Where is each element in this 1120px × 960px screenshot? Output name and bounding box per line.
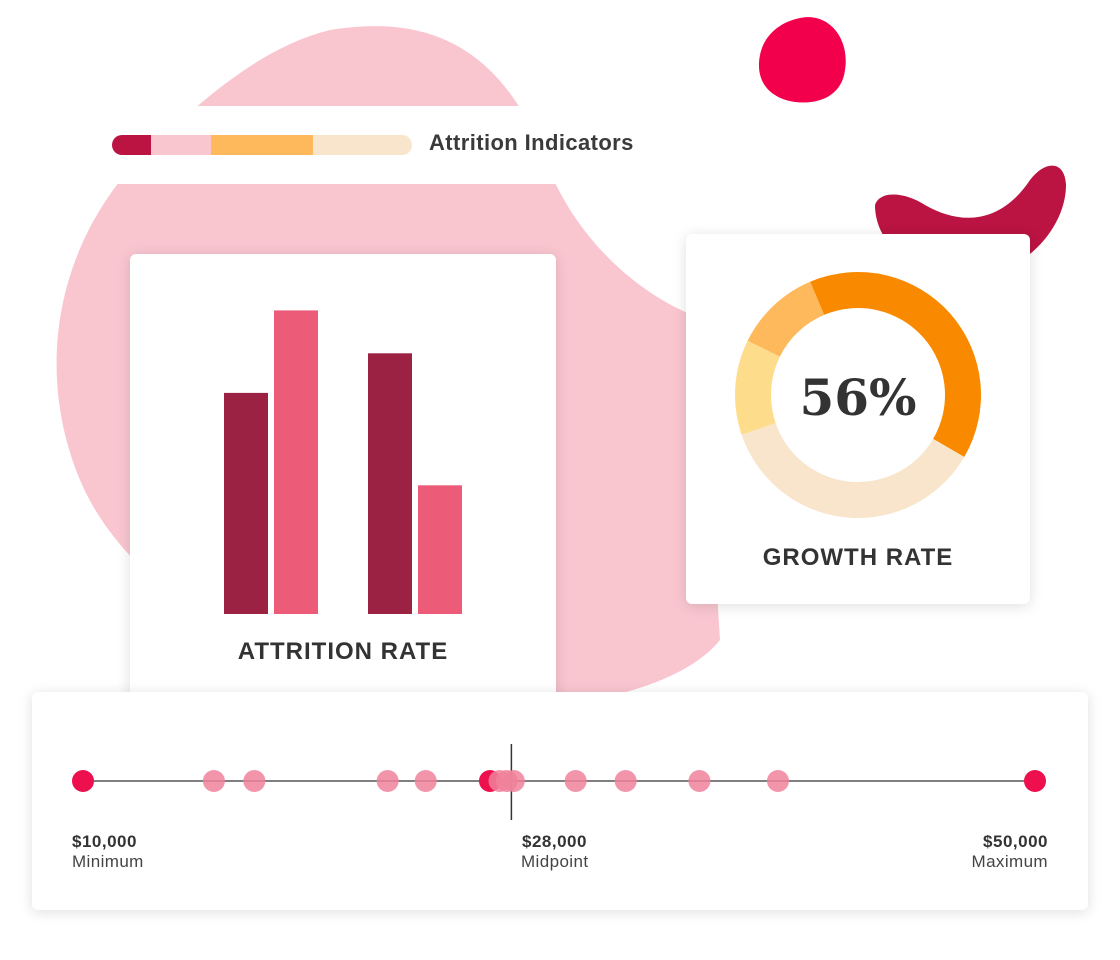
range-max-label: Maximum bbox=[971, 852, 1048, 871]
range-endpoint-dot bbox=[72, 770, 94, 792]
legend-card: Attrition Indicators bbox=[86, 106, 680, 184]
donut-slice bbox=[810, 272, 981, 457]
salary-dot bbox=[688, 770, 711, 792]
salary-dot bbox=[564, 770, 587, 792]
donut-slice bbox=[741, 423, 965, 518]
legend-segment bbox=[313, 135, 412, 155]
legend-segment bbox=[211, 135, 313, 155]
red-blob-decoration bbox=[758, 17, 846, 103]
salary-dot bbox=[202, 770, 225, 792]
range-max-value: $50,000 bbox=[983, 832, 1048, 851]
legend-segment bbox=[151, 135, 211, 155]
salary-dot bbox=[766, 770, 789, 792]
legend-color-bar bbox=[112, 135, 412, 155]
legend-segment bbox=[112, 135, 151, 155]
attrition-rate-label: ATTRITION RATE bbox=[237, 638, 449, 665]
range-mid-value: $28,000 bbox=[522, 832, 587, 851]
attrition-bar bbox=[418, 485, 462, 614]
range-min-value: $10,000 bbox=[72, 832, 137, 851]
attrition-bar-chart bbox=[224, 310, 462, 614]
attrition-bar bbox=[224, 392, 268, 614]
donut-slice bbox=[735, 340, 780, 435]
attrition-bar bbox=[274, 310, 318, 614]
salary-range-card: $10,000 Minimum $28,000 Midpoint $50,000… bbox=[32, 692, 1088, 910]
salary-dot bbox=[376, 770, 399, 792]
legend-title: Attrition Indicators bbox=[429, 130, 634, 155]
range-endpoint-dot bbox=[1024, 770, 1046, 792]
salary-dot bbox=[614, 770, 637, 792]
salary-dot bbox=[502, 770, 525, 792]
salary-dot bbox=[243, 770, 266, 792]
salary-range-plot bbox=[72, 744, 1046, 820]
attrition-bar bbox=[368, 353, 412, 614]
attrition-rate-card: ATTRITION RATE bbox=[130, 254, 556, 718]
growth-donut-chart bbox=[735, 272, 981, 518]
salary-dot bbox=[414, 770, 437, 792]
growth-rate-label: GROWTH RATE bbox=[762, 544, 954, 571]
donut-slice bbox=[747, 281, 825, 357]
growth-rate-card: 56% GROWTH RATE bbox=[686, 234, 1030, 604]
growth-rate-value: 56% bbox=[799, 368, 917, 427]
range-mid-label: Midpoint bbox=[521, 852, 589, 871]
range-min-label: Minimum bbox=[72, 852, 144, 871]
